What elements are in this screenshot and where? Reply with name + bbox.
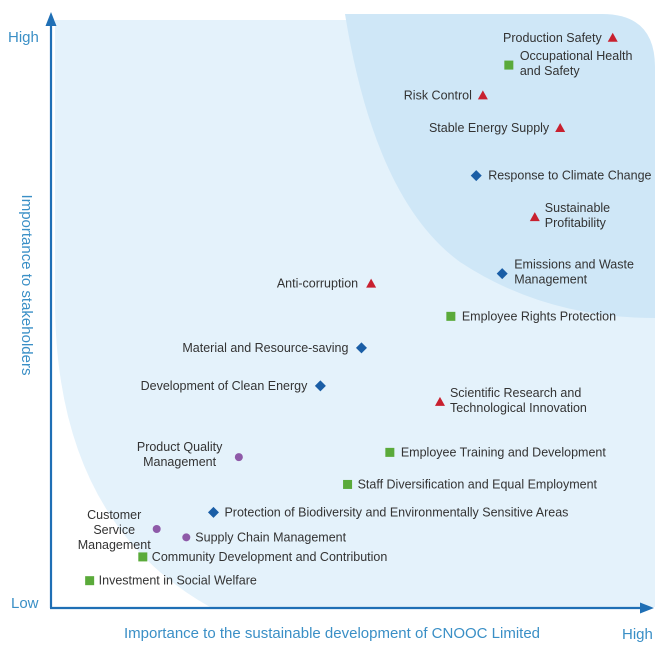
data-point: Stable Energy Supply: [429, 121, 566, 135]
data-point: Production Safety: [503, 31, 618, 45]
circle-marker: [234, 453, 243, 462]
data-point: Product Quality Management: [137, 440, 243, 469]
diamond-marker: [314, 380, 326, 392]
square-marker: [343, 479, 353, 489]
data-points: Production Safety Occupational Health and …: [78, 31, 652, 588]
point-label: Response to Climate Change: [488, 169, 651, 183]
point-label: Production Safety: [503, 31, 602, 45]
point-label: Investment in Social Welfare: [99, 574, 257, 588]
diamond-marker: [355, 342, 367, 354]
diamond-marker: [207, 506, 219, 518]
point-label: Staff Diversification and Equal Employme…: [358, 477, 598, 491]
triangle-marker: [434, 396, 445, 406]
square-marker: [85, 576, 95, 586]
x-axis-label: Importance to the sustainable developmen…: [124, 625, 540, 642]
data-point: Emissions and Waste Management: [496, 258, 634, 287]
circle-marker: [152, 524, 161, 533]
axes: [45, 12, 654, 614]
data-point: Community Development and Contribution: [138, 550, 387, 564]
y-axis-label: Importance to stakeholders: [18, 195, 35, 376]
square-marker: [446, 311, 456, 321]
square-marker: [138, 552, 148, 562]
square-marker: [385, 447, 395, 457]
diamond-marker: [470, 170, 482, 182]
diamond-marker: [496, 268, 508, 280]
point-label: Material and Resource-saving: [182, 341, 348, 355]
data-point: Customer Service Management: [78, 508, 161, 552]
point-label: Supply Chain Management: [195, 530, 346, 544]
point-label: Anti-corruption: [277, 277, 358, 291]
triangle-marker: [607, 32, 618, 42]
y-tick-low: Low: [11, 595, 39, 612]
data-point: Staff Diversification and Equal Employme…: [343, 477, 598, 491]
data-point: Employee Rights Protection: [446, 309, 616, 323]
y-tick-high: High: [8, 29, 39, 46]
circle-marker: [182, 533, 191, 542]
square-marker: [504, 60, 514, 70]
point-label: Customer Service Management: [78, 508, 151, 552]
triangle-marker: [477, 90, 488, 100]
point-label: Risk Control: [404, 88, 472, 102]
point-label: Scientific Research and Technological Inn…: [450, 386, 587, 415]
point-label: Development of Clean Energy: [141, 379, 309, 393]
point-label: Occupational Health and Safety: [520, 49, 633, 78]
point-label: Emissions and Waste Management: [514, 258, 634, 287]
y-axis-arrow-icon: [45, 12, 57, 26]
background-zones: [55, 14, 655, 607]
data-point: Supply Chain Management: [182, 530, 347, 544]
point-label: Community Development and Contribution: [152, 550, 388, 564]
data-point: Anti-corruption: [277, 277, 377, 291]
data-point: Response to Climate Change: [470, 169, 652, 183]
point-label: Product Quality Management: [137, 440, 223, 469]
data-point: Scientific Research and Technological Inn…: [434, 386, 587, 415]
triangle-marker: [555, 123, 566, 133]
data-point: Investment in Social Welfare: [85, 574, 257, 588]
data-point: Risk Control: [404, 88, 488, 102]
data-point: Development of Clean Energy: [141, 379, 326, 393]
data-point: Sustainable Profitability: [529, 201, 610, 230]
point-label: Employee Rights Protection: [462, 309, 616, 323]
triangle-marker: [366, 278, 377, 288]
zone-dark: [345, 14, 655, 318]
point-label: Protection of Biodiversity and Environme…: [224, 505, 568, 519]
triangle-marker: [529, 212, 540, 222]
data-point: Material and Resource-saving: [182, 341, 367, 355]
data-point: Employee Training and Development: [385, 445, 606, 459]
x-tick-high: High: [622, 626, 653, 643]
x-axis-arrow-icon: [640, 602, 654, 614]
point-label: Stable Energy Supply: [429, 121, 550, 135]
data-point: Occupational Health and Safety: [504, 49, 632, 78]
point-label: Employee Training and Development: [401, 445, 607, 459]
point-label: Sustainable Profitability: [545, 201, 610, 230]
data-point: Protection of Biodiversity and Environme…: [207, 505, 568, 519]
